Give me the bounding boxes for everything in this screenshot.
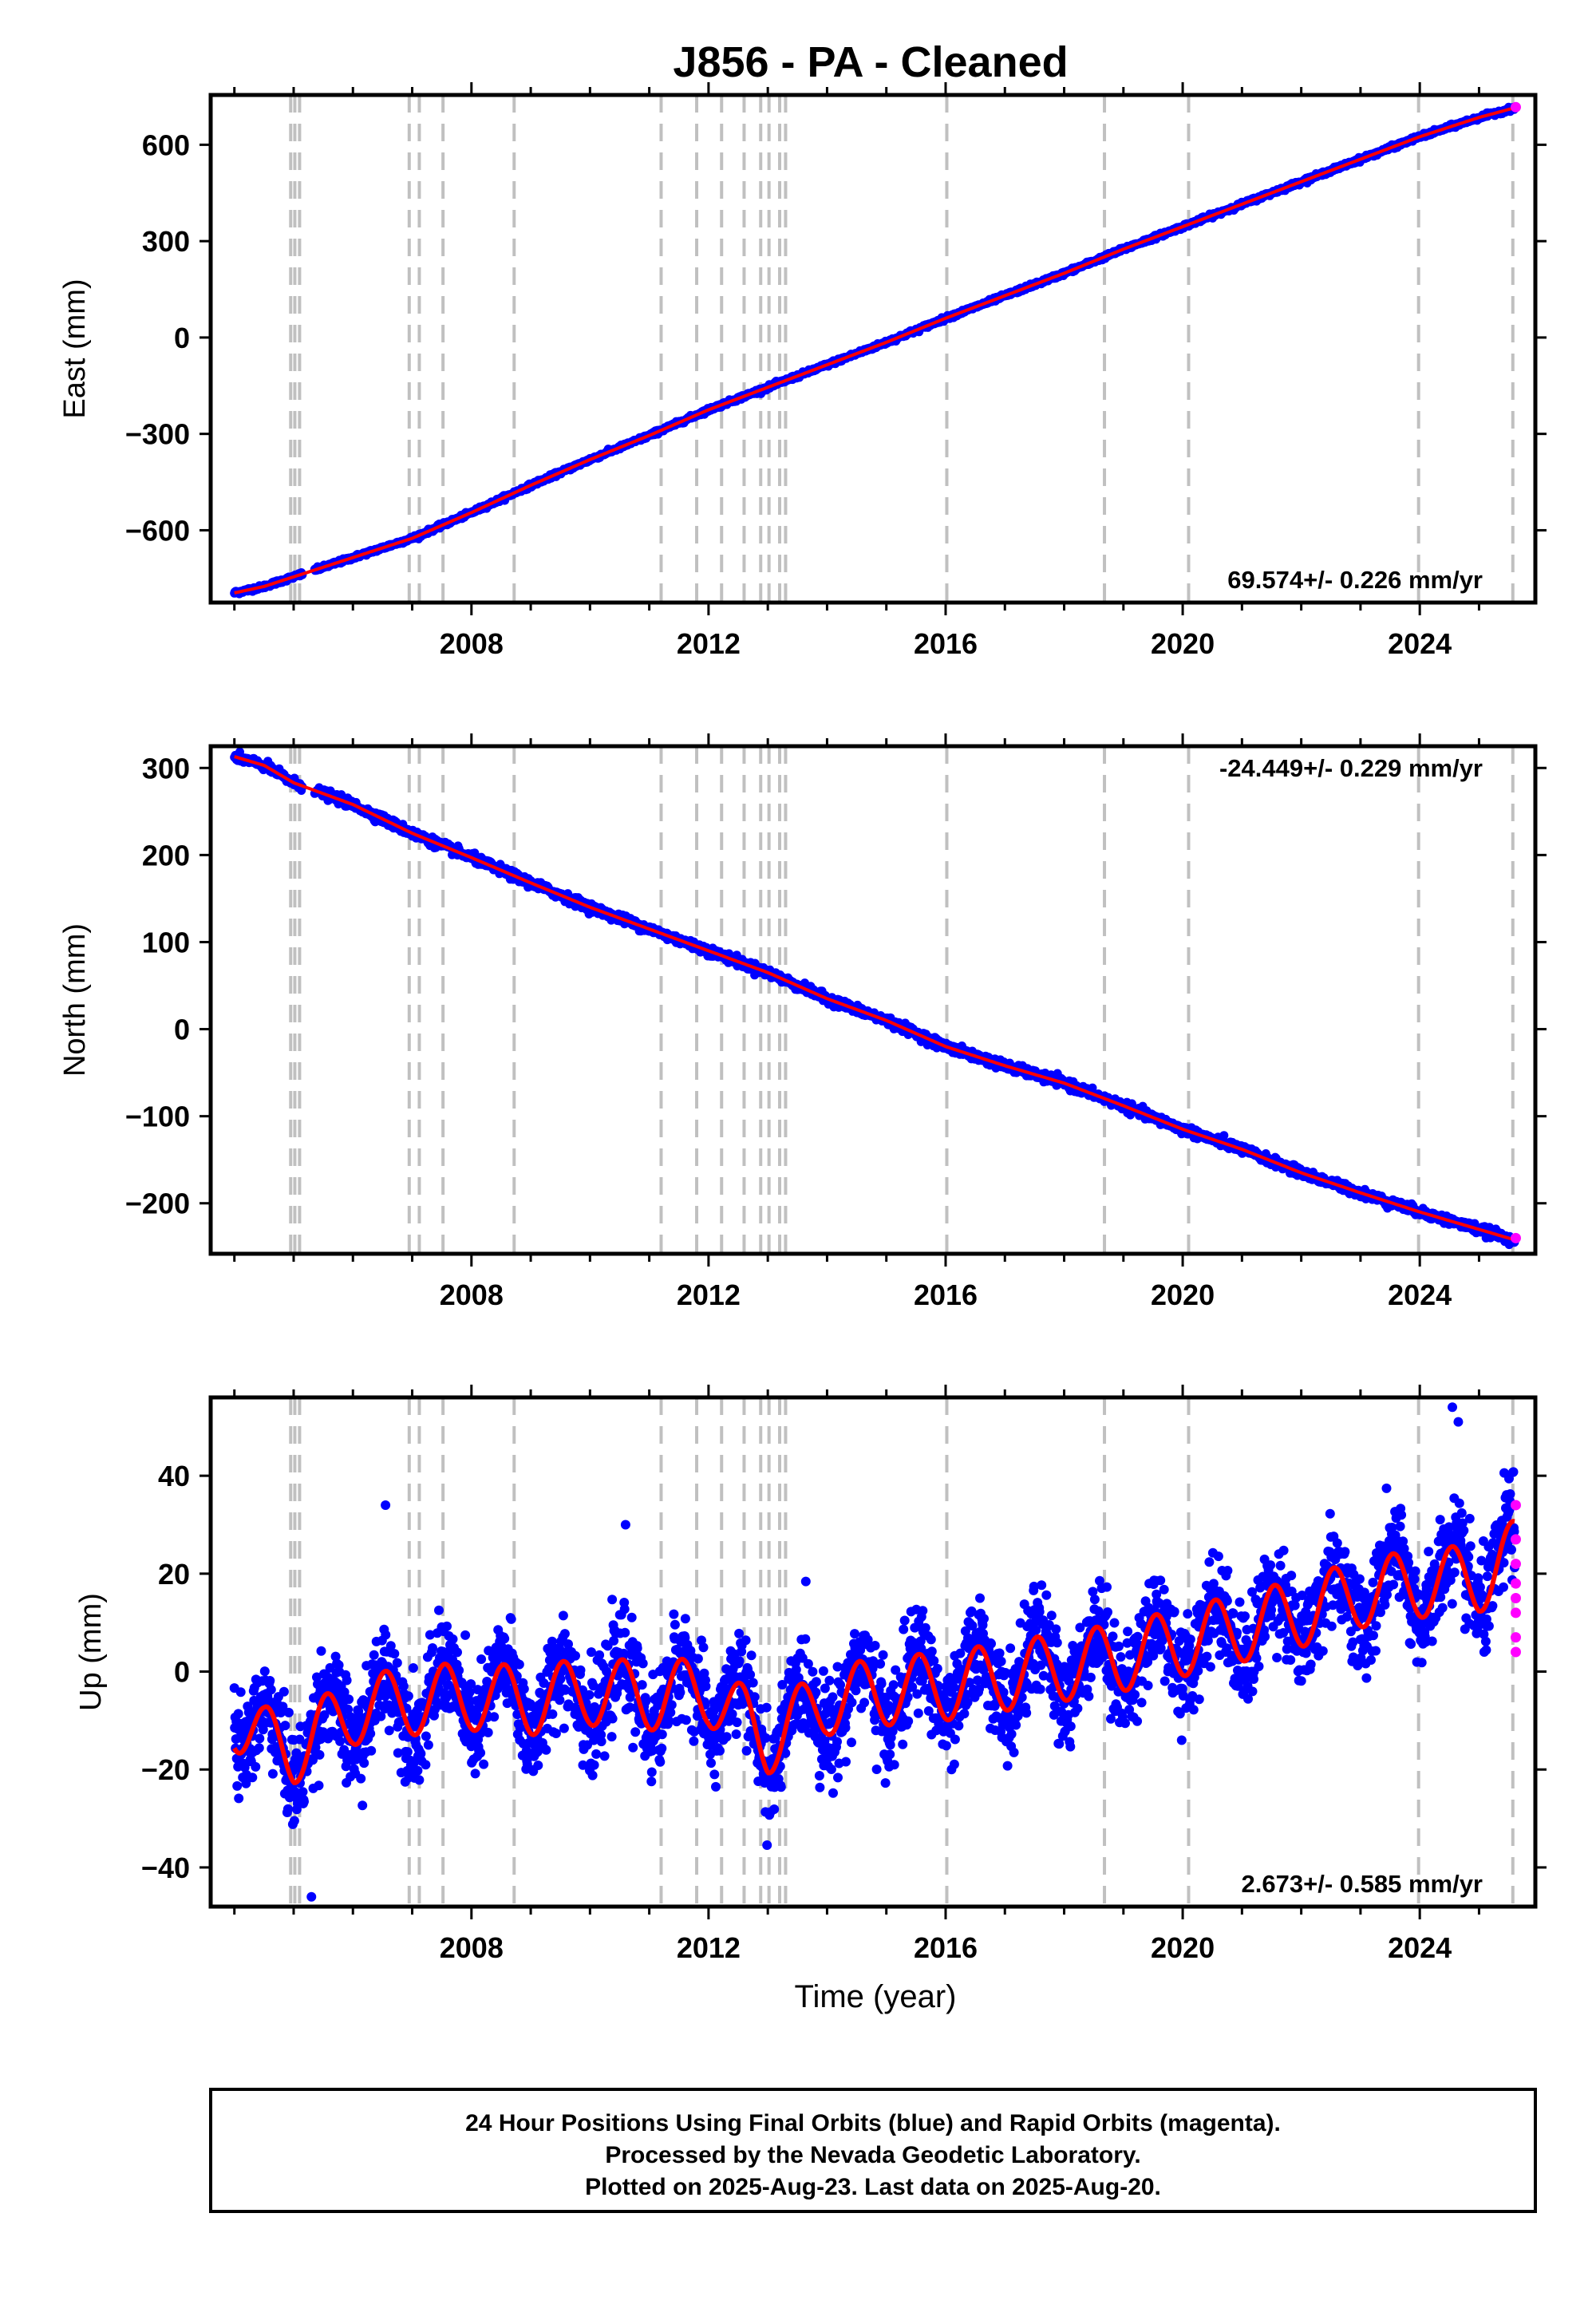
final-orbit-points (230, 102, 1519, 599)
figure-title: J856 - PA - Cleaned (673, 38, 1068, 86)
x-tick-label: 2012 (677, 627, 741, 660)
y-tick-label: 0 (174, 322, 190, 354)
rapid-orbit-point (1510, 101, 1521, 113)
x-tick-label: 2008 (440, 627, 504, 660)
velocity-label: 69.574+/- 0.226 mm/yr (1227, 566, 1483, 594)
x-tick-label: 2016 (914, 627, 978, 660)
x-tick-label: 2024 (1388, 627, 1452, 660)
y-tick-label: 600 (142, 128, 190, 161)
y-axis-label: East (mm) (58, 279, 92, 418)
panel-east: −600 −300 0 300 600 2008 2012 2016 2020 2024 East … (58, 82, 1547, 660)
y-tick-label: −300 (125, 418, 190, 451)
panels: −600 −300 0 300 600 2008 2012 2016 2020 2024 East … (58, 82, 1547, 2014)
y-tick-label: 300 (142, 225, 190, 258)
final-orbit-points (230, 747, 1519, 1250)
x-tick-label: 2020 (1151, 627, 1215, 660)
y-tick-label: −600 (125, 514, 190, 547)
